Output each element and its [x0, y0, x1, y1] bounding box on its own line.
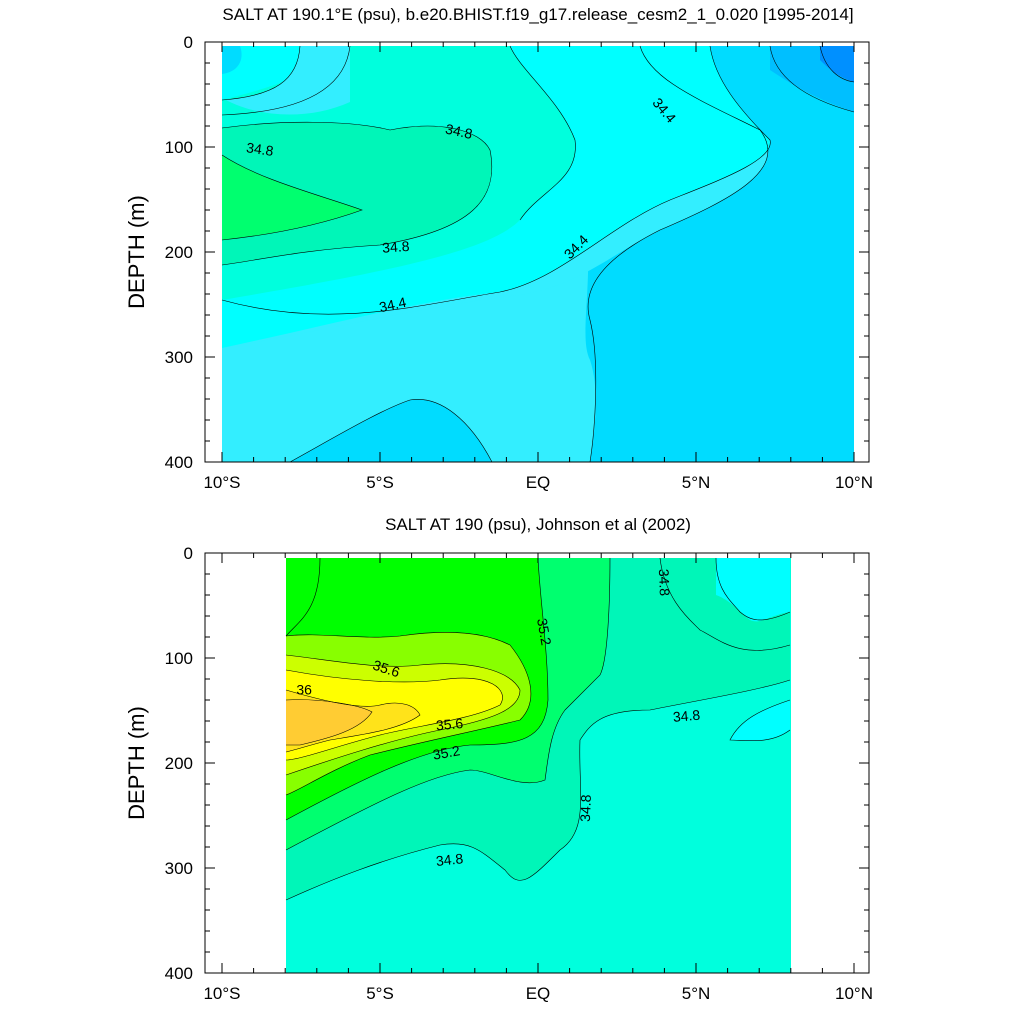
- band-36-2: [286, 699, 372, 745]
- y-axis-title: DEPTH (m): [124, 195, 149, 309]
- axes: 10°S 5°S EQ 5°N 10°N 0 100 200 300 400: [165, 544, 873, 1003]
- contour-label-text: 34.8: [656, 569, 673, 597]
- contour-35-2-top: [285, 557, 321, 637]
- contour-34-6-right: [509, 45, 576, 221]
- contour-34-4-pocket: [729, 699, 791, 742]
- y-tick-label: 0: [184, 33, 193, 52]
- y-axis-title: DEPTH (m): [124, 706, 149, 820]
- x-tick-label: 5°N: [682, 473, 711, 492]
- contour-label-text: 35.2: [534, 617, 555, 647]
- contour-label-text: 34.4: [378, 294, 408, 315]
- x-tick-label: 5°S: [366, 984, 394, 1003]
- contour-label-text: 34.8: [444, 121, 474, 142]
- x-tick-label: 10°N: [835, 473, 873, 492]
- contour-label-text: 34.8: [435, 850, 464, 869]
- x-tick-label: 5°S: [366, 473, 394, 492]
- band-34-0-deep: [290, 399, 492, 462]
- y-tick-label: 400: [165, 453, 193, 472]
- contour-label-text: 34.8: [672, 707, 701, 725]
- contour-34-4-right: [715, 557, 791, 621]
- contour-label: 35.2: [534, 617, 555, 647]
- contour-33-8-right: [769, 45, 855, 113]
- contour-label: 34.8: [382, 238, 411, 256]
- y-tick-label: 400: [165, 964, 193, 983]
- contour-34-2-left: [221, 45, 301, 101]
- contour-lines: [285, 557, 791, 901]
- x-tick-label: 10°N: [835, 984, 873, 1003]
- y-tick-label: 100: [165, 138, 193, 157]
- contour-label-text: 34.8: [245, 139, 274, 159]
- contour-34-6-left: [221, 45, 351, 116]
- y-tick-label: 300: [165, 859, 193, 878]
- salinity-field: [222, 42, 854, 462]
- contour-label: 34.8: [672, 707, 701, 725]
- contour-35-0: [221, 154, 363, 241]
- y-tick-label: 300: [165, 348, 193, 367]
- contour-label: 34.8: [577, 794, 594, 822]
- contour-label: 36: [296, 682, 312, 698]
- contour-lines: [221, 45, 855, 463]
- contour-label-text: 35.2: [432, 742, 462, 763]
- band-34-0-left: [222, 46, 242, 74]
- panel-model: SALT AT 190.1°E (psu), b.e20.BHIST.f19_g…: [124, 5, 873, 492]
- contour-label: 35.2: [432, 742, 462, 763]
- contour-label: 34.8: [245, 139, 274, 159]
- contour-34-8-a: [221, 121, 493, 266]
- band-33-6-right: [820, 46, 854, 82]
- x-tick-label: EQ: [526, 984, 551, 1003]
- contour-34-2-right: [587, 45, 768, 463]
- contour-label: 34.8: [656, 569, 673, 597]
- contour-34-4: [221, 45, 771, 315]
- x-tick-label: 10°S: [203, 984, 240, 1003]
- contour-34-0-deep: [289, 399, 493, 463]
- contour-label-text: 34.8: [382, 238, 411, 256]
- contour-label-text: 35.6: [435, 715, 464, 733]
- contour-label: 34.8: [435, 850, 464, 869]
- band-34-4-pocket: [730, 700, 790, 741]
- contour-label-text: 34.8: [577, 794, 594, 822]
- contour-33-6-right: [819, 45, 855, 83]
- contour-label: 34.4: [378, 294, 408, 315]
- axes: 10°S 5°S EQ 5°N 10°N 0 100 200 300 400: [165, 33, 873, 492]
- x-tick-label: 10°S: [203, 473, 240, 492]
- y-tick-label: 0: [184, 544, 193, 563]
- panel-observations: SALT AT 190 (psu), Johnson et al (2002): [124, 515, 873, 1003]
- contour-35-6: [285, 654, 521, 776]
- y-tick-label: 200: [165, 754, 193, 773]
- contour-35-8: [285, 669, 503, 761]
- y-tick-label: 100: [165, 649, 193, 668]
- panel-title: SALT AT 190.1°E (psu), b.e20.BHIST.f19_g…: [222, 5, 853, 24]
- contour-label: 34.8: [444, 121, 474, 142]
- contour-35-0: [285, 557, 611, 851]
- x-tick-label: EQ: [526, 473, 551, 492]
- y-tick-label: 200: [165, 243, 193, 262]
- band-35-0: [222, 155, 362, 240]
- contour-label: 35.6: [435, 715, 464, 733]
- contour-34-8: [285, 679, 791, 901]
- contour-34-6-right: [659, 557, 791, 651]
- contour-label-text: 36: [296, 682, 312, 698]
- contour-36-2: [285, 699, 373, 746]
- band-34-2-left: [222, 46, 350, 115]
- contour-35-2: [285, 557, 549, 821]
- contour-labels: 34.834.834.834.434.434.4: [245, 95, 679, 315]
- contour-35-4: [285, 631, 532, 796]
- panel-title: SALT AT 190 (psu), Johnson et al (2002): [385, 515, 691, 534]
- x-tick-label: 5°N: [682, 984, 711, 1003]
